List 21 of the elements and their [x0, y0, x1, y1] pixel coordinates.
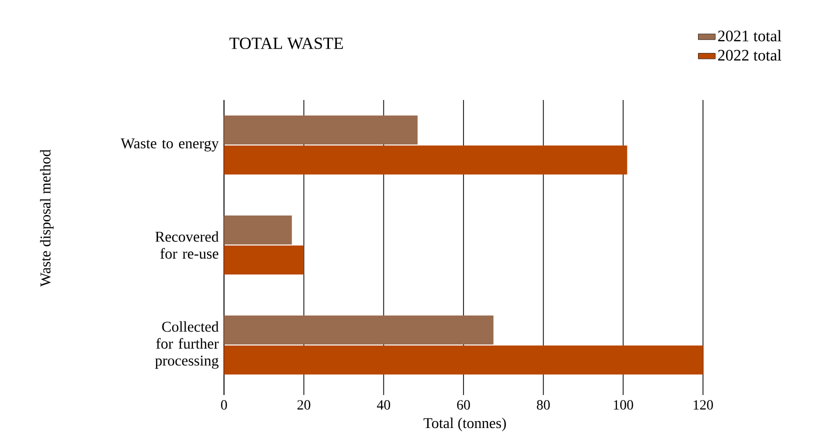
bar [224, 145, 628, 174]
legend-label: 2021 total [718, 30, 782, 42]
y-tick-label: Waste to energy [120, 138, 219, 152]
x-tick-label: 60 [457, 400, 470, 410]
bar [224, 115, 418, 144]
x-tick-label: 120 [694, 400, 713, 410]
y-tick-label: Collected for further processing [155, 321, 219, 369]
x-tick-label: 20 [297, 400, 310, 410]
bar [224, 346, 704, 374]
x-tick-label: 0 [221, 400, 227, 410]
legend-label: 2022 total [718, 49, 782, 61]
x-axis-title: Total (tonnes) [424, 418, 506, 432]
chart-title: TOTAL WASTE [229, 38, 343, 50]
x-tick-label: 80 [536, 400, 550, 410]
x-tick-label: 100 [614, 400, 634, 410]
x-tick-label: 40 [376, 400, 390, 410]
bar [224, 215, 292, 244]
bar [224, 245, 304, 274]
y-tick-label: Recovered for re-use [155, 231, 219, 259]
y-axis-title: Waste disposal method [40, 149, 54, 287]
bar [224, 316, 494, 344]
